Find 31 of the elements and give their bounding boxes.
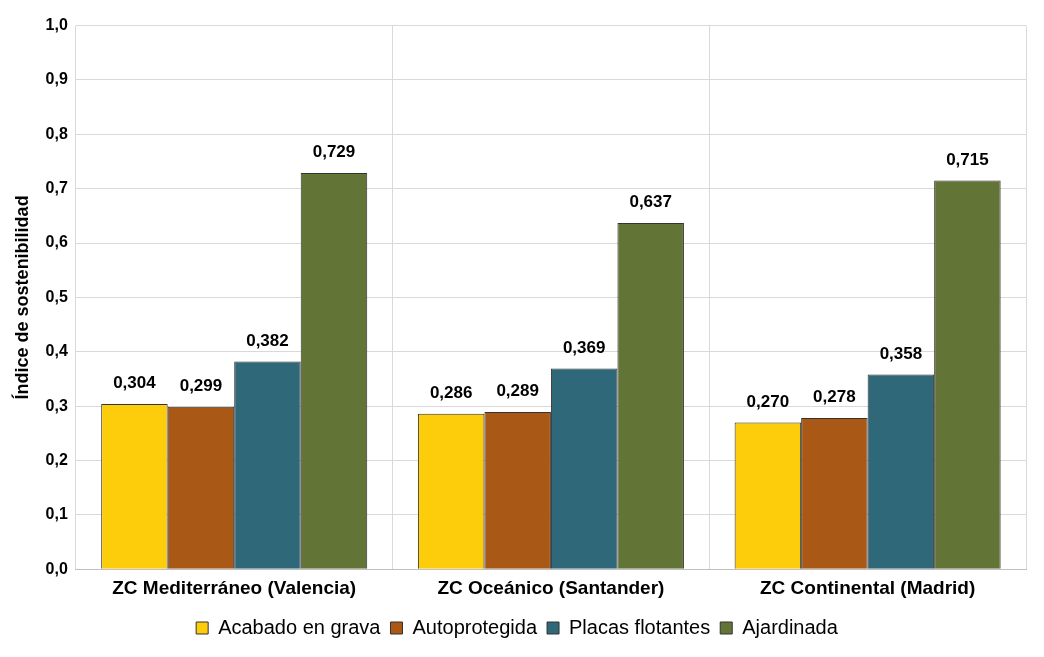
data-label: 0,299	[179, 375, 223, 395]
y-tick-label: 0,8	[45, 124, 68, 142]
y-tick-label: 0,3	[45, 396, 68, 414]
data-label: 0,286	[429, 382, 473, 402]
x-tick-label: ZC Mediterráneo (Valencia)	[112, 576, 357, 598]
data-label: 0,289	[496, 381, 539, 401]
legend-label: Ajardinada	[742, 615, 839, 638]
y-tick-label: 0,5	[45, 287, 68, 305]
data-label: 0,637	[629, 192, 672, 212]
y-tick-label: 0,0	[45, 559, 68, 577]
data-label: 0,382	[246, 330, 289, 350]
data-label: 0,278	[813, 387, 856, 407]
data-label: 0,369	[562, 337, 606, 357]
data-label: 0,715	[946, 149, 989, 169]
y-tick-label: 0,4	[45, 342, 68, 360]
y-tick-label: 0,2	[45, 450, 68, 468]
y-tick-label: 0,9	[45, 70, 68, 88]
y-tick-label: 0,6	[45, 233, 68, 251]
y-tick-label: 0,1	[45, 505, 68, 523]
y-axis-title: Índice de sostenibilidad	[10, 195, 32, 400]
y-tick-label: 0,7	[45, 179, 68, 197]
legend-label: Placas flotantes	[569, 615, 711, 638]
legend-label: Autoprotegida	[412, 615, 538, 638]
data-label: 0,358	[879, 343, 923, 363]
legend-label: Acabado en grava	[218, 615, 382, 638]
x-tick-label: ZC Continental (Madrid)	[759, 576, 976, 598]
y-tick-label: 1,0	[45, 16, 68, 34]
data-label: 0,729	[312, 142, 356, 162]
data-label: 0,270	[746, 391, 790, 411]
x-tick-label: ZC Oceánico (Santander)	[437, 576, 665, 598]
data-label: 0,304	[113, 373, 157, 393]
